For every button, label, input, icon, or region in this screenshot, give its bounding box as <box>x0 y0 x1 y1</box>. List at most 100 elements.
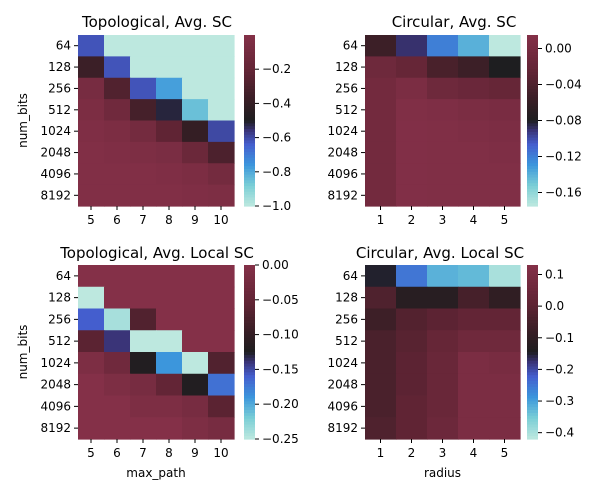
heatmap-cell <box>365 417 397 440</box>
colorbar-segment <box>244 83 255 87</box>
heatmap-cell <box>489 56 521 79</box>
heatmap-cell <box>130 99 157 122</box>
colorbar-segment <box>527 120 538 124</box>
heatmap-panel-3: Topological, Avg. Local SC64128256512102… <box>16 244 299 480</box>
y-tick-label: 128 <box>48 291 71 305</box>
heatmap-cell <box>427 141 459 164</box>
colorbar-segment <box>527 436 538 440</box>
x-axis-label: radius <box>424 466 461 480</box>
heatmap-cell <box>208 373 235 397</box>
heatmap-cell <box>130 184 157 207</box>
colorbar-segment <box>527 126 538 130</box>
heatmap-cell <box>365 35 397 57</box>
colorbar-segment <box>527 40 538 45</box>
y-tick-label: 512 <box>48 103 71 117</box>
x-tick-label: 1 <box>377 446 385 460</box>
heatmap-cell <box>427 352 459 375</box>
heatmap-cell <box>458 373 490 397</box>
colorbar-segment <box>244 149 255 153</box>
colorbar-segment <box>527 366 538 370</box>
heatmap-cell <box>208 352 235 375</box>
heatmap-cell <box>78 395 105 418</box>
heatmap-cell <box>130 417 157 440</box>
heatmap-cell <box>130 395 157 418</box>
heatmap-cell <box>489 352 521 375</box>
colorbar-segment <box>527 74 538 79</box>
colorbar-segment <box>244 291 255 295</box>
colorbar-segment <box>527 349 538 353</box>
colorbar-segment <box>244 308 255 312</box>
heatmap-cell <box>489 308 521 331</box>
colorbar-segment <box>244 288 255 292</box>
heatmap-cell <box>427 417 459 440</box>
heatmap-cell <box>396 395 428 418</box>
colorbar-segment <box>527 383 538 388</box>
colorbar-segment <box>527 299 538 304</box>
colorbar-segment <box>527 123 538 127</box>
colorbar-segment <box>527 146 538 150</box>
heatmap-cell <box>458 395 490 418</box>
heatmap-cell <box>427 35 459 57</box>
colorbar-segment <box>244 72 255 76</box>
colorbar-segment <box>244 80 255 85</box>
heatmap-panel-4: Circular, Avg. Local SC64128256512102420… <box>327 244 574 480</box>
colorbar-segment <box>527 171 538 176</box>
colorbar-segment <box>527 392 538 397</box>
colorbar-segment <box>244 134 255 139</box>
colorbar-tick-label: −0.08 <box>545 114 582 128</box>
heatmap-cell <box>365 395 397 418</box>
colorbar-segment <box>527 325 538 330</box>
x-tick-label: 2 <box>408 446 416 460</box>
y-tick-label: 2048 <box>40 378 71 392</box>
colorbar-segment <box>527 372 538 376</box>
colorbar-segment <box>244 325 255 330</box>
colorbar-segment <box>527 354 538 359</box>
colorbar-segment <box>527 430 538 434</box>
colorbar-segment <box>527 352 538 356</box>
heatmap-cell <box>458 120 490 143</box>
heatmap-cell <box>396 373 428 397</box>
colorbar-segment <box>244 97 255 102</box>
colorbar-segment <box>527 69 538 73</box>
heatmap-cell <box>78 120 105 143</box>
colorbar-tick-label: 0.00 <box>262 258 289 272</box>
colorbar-segment <box>244 418 255 423</box>
colorbar-segment <box>244 421 255 426</box>
colorbar-segment <box>244 389 255 394</box>
colorbar-segment <box>527 320 538 324</box>
heatmap-cell <box>104 99 131 122</box>
heatmap-cell <box>104 286 131 310</box>
heatmap-cell <box>489 35 521 57</box>
colorbar-segment <box>527 43 538 47</box>
heatmap-cell <box>156 120 183 143</box>
heatmap-cell <box>427 99 459 122</box>
colorbar-segment <box>527 197 538 201</box>
colorbar-segment <box>527 111 538 116</box>
colorbar-segment <box>527 103 538 107</box>
heatmap-cell <box>458 265 490 288</box>
colorbar-segment <box>244 305 255 310</box>
x-tick-label: 10 <box>213 446 228 460</box>
colorbar-segment <box>527 282 538 286</box>
heatmap-cell <box>365 184 397 207</box>
x-tick-label: 9 <box>191 446 199 460</box>
x-tick-label: 7 <box>139 446 147 460</box>
heatmap-cell <box>182 120 209 143</box>
colorbar-segment <box>244 111 255 116</box>
heatmap-cell <box>458 352 490 375</box>
heatmap-cell <box>78 417 105 440</box>
colorbar-segment <box>527 317 538 321</box>
x-tick-label: 8 <box>165 213 173 227</box>
colorbar-tick-label: −0.12 <box>545 150 582 164</box>
colorbar-segment <box>244 378 255 382</box>
colorbar-segment <box>527 265 538 269</box>
colorbar-segment <box>244 194 255 199</box>
colorbar-tick-label: −0.4 <box>262 96 291 110</box>
y-tick-label: 512 <box>48 334 71 348</box>
heatmap-cell <box>208 77 235 100</box>
colorbar-segment <box>244 143 255 147</box>
heatmap-cell <box>130 77 157 100</box>
heatmap-cell <box>458 417 490 440</box>
heatmap-cell <box>104 77 131 100</box>
